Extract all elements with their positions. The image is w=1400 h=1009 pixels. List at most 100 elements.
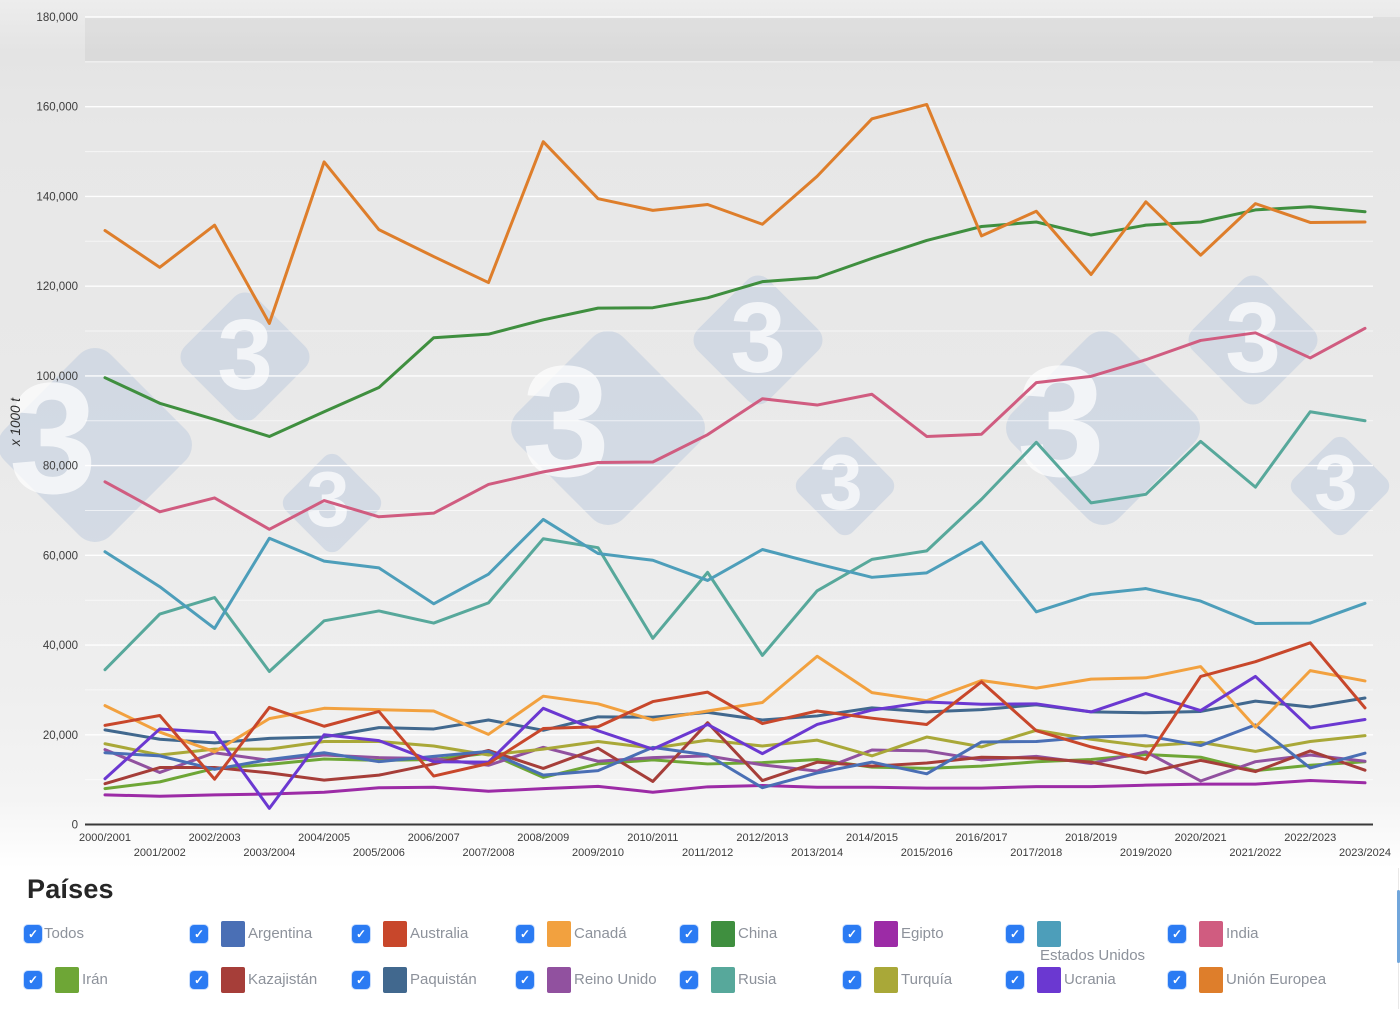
watermark-three: 3 bbox=[217, 299, 273, 411]
y-tick-label: 20,000 bbox=[43, 730, 78, 742]
checkbox-ucrania[interactable]: ✓ bbox=[1006, 970, 1024, 989]
color-swatch-ucrania bbox=[1037, 966, 1061, 993]
watermark-three: 3 bbox=[306, 454, 350, 543]
checkbox-australia[interactable]: ✓ bbox=[352, 924, 370, 943]
legend-item-estados-unidos: ✓ Estados Unidos bbox=[1006, 920, 1145, 964]
x-tick-label: 2017/2018 bbox=[1010, 847, 1062, 859]
checkbox-union-europea[interactable]: ✓ bbox=[1168, 970, 1186, 989]
x-tick-label: 2006/2007 bbox=[408, 832, 460, 844]
legend-label-australia: Australia bbox=[410, 925, 469, 942]
x-tick-label: 2020/2021 bbox=[1175, 832, 1227, 844]
legend-item-iran: ✓ Irán bbox=[24, 966, 108, 993]
y-tick-label: 160,000 bbox=[36, 102, 78, 114]
check-icon: ✓ bbox=[355, 926, 367, 941]
color-swatch-rusia bbox=[711, 966, 735, 993]
series-line-iran bbox=[103, 751, 1367, 791]
legend-item-australia: ✓ Australia bbox=[352, 920, 468, 947]
checkbox-india[interactable]: ✓ bbox=[1168, 924, 1186, 943]
checkbox-canada[interactable]: ✓ bbox=[516, 924, 534, 943]
checkbox-iran[interactable]: ✓ bbox=[24, 970, 42, 989]
legend-label-egipto: Egipto bbox=[901, 925, 944, 942]
legend-label-india: India bbox=[1226, 925, 1259, 942]
color-swatch-estados-unidos bbox=[1037, 920, 1061, 947]
y-tick-label: 100,000 bbox=[36, 371, 78, 383]
watermark-three: 3 bbox=[819, 437, 863, 526]
checkbox-egipto[interactable]: ✓ bbox=[843, 924, 861, 943]
series-line-egipto bbox=[103, 779, 1367, 798]
x-tick-label: 2018/2019 bbox=[1065, 832, 1117, 844]
legend-label-turquia: Turquía bbox=[901, 971, 953, 988]
x-tick-label: 2001/2002 bbox=[134, 847, 186, 859]
x-tick-label: 2002/2003 bbox=[189, 832, 241, 844]
series-line-union-europea bbox=[103, 102, 1367, 325]
y-tick-label: 180,000 bbox=[36, 12, 78, 24]
check-icon: ✓ bbox=[1009, 972, 1021, 987]
color-swatch-australia bbox=[383, 920, 407, 947]
check-icon: ✓ bbox=[355, 972, 367, 987]
wheat-production-line-chart: 0 20,000 40,000 60,000 80,000 100,000 120,000 1… bbox=[8, 12, 1391, 859]
x-tick-label: 2009/2010 bbox=[572, 847, 624, 859]
chart-region: 3 3 3 3 3 3 3 3 3 0 20,000 40,000 60,000 bbox=[0, 0, 1400, 868]
legend-item-kazajistan: ✓ Kazajistán bbox=[190, 966, 317, 993]
legend-item-egipto: ✓ Egipto bbox=[843, 920, 944, 947]
x-tick-label: 2011/2012 bbox=[682, 847, 733, 859]
checkbox-kazajistan[interactable]: ✓ bbox=[190, 970, 208, 989]
x-tick-label: 2019/2020 bbox=[1120, 847, 1172, 859]
checkbox-china[interactable]: ✓ bbox=[680, 924, 698, 943]
x-tick-label: 2014/2015 bbox=[846, 832, 898, 844]
watermark-three: 3 bbox=[1017, 333, 1105, 510]
check-icon: ✓ bbox=[683, 926, 695, 941]
check-icon: ✓ bbox=[27, 926, 39, 941]
watermark-three: 3 bbox=[9, 350, 97, 527]
series-line-kazajistan bbox=[103, 721, 1367, 786]
legend-panel: Países ✓ Todos ✓ Argentina ✓ Australia ✓ Canadá… bbox=[0, 868, 1400, 1009]
legend-scrollbar-thumb[interactable] bbox=[1397, 890, 1400, 963]
check-icon: ✓ bbox=[846, 926, 858, 941]
legend-label-argentina: Argentina bbox=[248, 925, 313, 942]
legend-item-rusia: ✓ Rusia bbox=[680, 966, 776, 993]
y-tick-label: 120,000 bbox=[36, 281, 78, 293]
watermark-three: 3 bbox=[1225, 282, 1281, 394]
legend-label-estados-unidos: Estados Unidos bbox=[1040, 947, 1146, 964]
watermark-three: 3 bbox=[1314, 437, 1358, 526]
x-tick-label: 2013/2014 bbox=[791, 847, 843, 859]
legend-item-argentina: ✓ Argentina bbox=[190, 920, 312, 947]
series-line-paquistan bbox=[103, 696, 1367, 745]
series-line-india bbox=[103, 326, 1367, 531]
checkbox-paquistan[interactable]: ✓ bbox=[352, 970, 370, 989]
legend-item-ucrania: ✓ Ucrania bbox=[1006, 966, 1116, 993]
legend-label-china: China bbox=[738, 925, 778, 942]
color-swatch-paquistan bbox=[383, 966, 407, 993]
top-shade-band bbox=[85, 17, 1400, 61]
color-swatch-kazajistan bbox=[221, 966, 245, 993]
checkbox-rusia[interactable]: ✓ bbox=[680, 970, 698, 989]
x-tick-label: 2005/2006 bbox=[353, 847, 405, 859]
x-tick-label: 2012/2013 bbox=[736, 832, 788, 844]
check-icon: ✓ bbox=[1171, 926, 1183, 941]
y-tick-label: 40,000 bbox=[43, 640, 78, 652]
checkbox-reino-unido[interactable]: ✓ bbox=[516, 970, 534, 989]
legend-item-todos: ✓ Todos bbox=[24, 920, 84, 947]
y-tick-label: 0 bbox=[72, 820, 78, 832]
x-tick-label: 2003/2004 bbox=[243, 847, 295, 859]
checkbox-todos[interactable]: ✓ bbox=[24, 924, 42, 943]
check-icon: ✓ bbox=[846, 972, 858, 987]
legend-item-india: ✓ India bbox=[1168, 920, 1259, 947]
legend-label-paquistan: Paquistán bbox=[410, 971, 477, 988]
color-swatch-reino-unido bbox=[547, 966, 571, 993]
checkbox-turquia[interactable]: ✓ bbox=[843, 970, 861, 989]
series-line-reino-unido bbox=[103, 745, 1367, 783]
legend-label-canada: Canadá bbox=[574, 925, 627, 942]
color-swatch-iran bbox=[55, 966, 79, 993]
check-icon: ✓ bbox=[27, 972, 39, 987]
series-line-estados-unidos bbox=[103, 517, 1367, 630]
y-tick-label: 140,000 bbox=[36, 191, 78, 203]
x-tick-label: 2007/2008 bbox=[462, 847, 514, 859]
y-tick-label: 80,000 bbox=[43, 461, 78, 473]
checkbox-estados-unidos[interactable]: ✓ bbox=[1006, 924, 1024, 943]
legend-item-union-europea: ✓ Unión Europea bbox=[1168, 966, 1326, 993]
legend-label-reino-unido: Reino Unido bbox=[574, 971, 657, 988]
check-icon: ✓ bbox=[193, 972, 205, 987]
checkbox-argentina[interactable]: ✓ bbox=[190, 924, 208, 943]
